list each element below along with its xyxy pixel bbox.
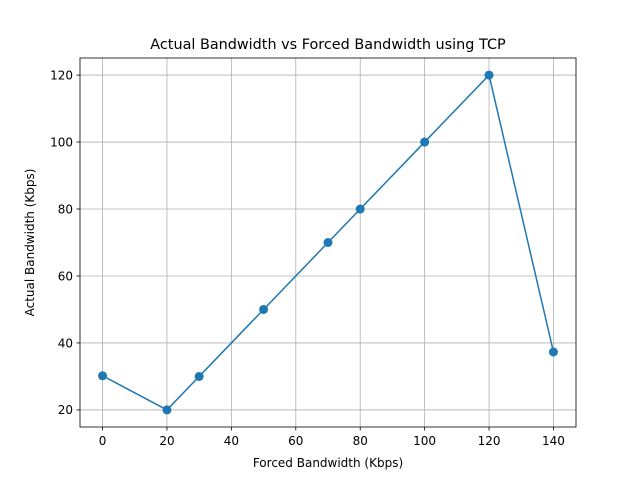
x-tick-label: 120: [478, 434, 501, 448]
data-point: [259, 304, 269, 314]
data-point: [355, 204, 365, 214]
x-tick-label: 60: [288, 434, 303, 448]
plot-frame: [79, 57, 577, 428]
x-tick-label: 20: [159, 434, 174, 448]
x-tick-label: 100: [413, 434, 436, 448]
x-tick-label: 80: [353, 434, 368, 448]
data-point: [194, 371, 204, 381]
data-point: [548, 347, 558, 357]
x-axis-label: Forced Bandwidth (Kbps): [253, 456, 403, 470]
y-tick-label: 40: [58, 336, 73, 350]
y-axis-label: Actual Bandwidth (Kbps): [23, 169, 37, 317]
axis-ticks: 0 20 40 60 80 100 120 140 20 40 60 80 100 120: [50, 68, 565, 448]
x-tick-label: 0: [99, 434, 107, 448]
x-tick-label: 40: [224, 434, 239, 448]
data-point: [323, 238, 333, 247]
data-point: [484, 70, 494, 80]
y-tick-label: 120: [50, 68, 73, 82]
series-layer: [98, 70, 558, 415]
x-tick-label: 140: [542, 434, 565, 448]
y-tick-label: 100: [50, 135, 73, 149]
data-point: [162, 405, 172, 415]
y-tick-label: 60: [58, 269, 73, 283]
data-point: [98, 371, 108, 381]
data-point: [420, 137, 430, 147]
chart-title: Actual Bandwidth vs Forced Bandwidth usi…: [150, 37, 506, 53]
y-tick-label: 20: [58, 403, 73, 417]
y-tick-label: 80: [58, 202, 73, 216]
